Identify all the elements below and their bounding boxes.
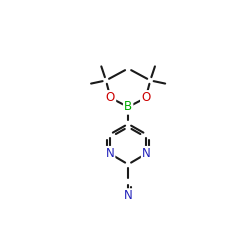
Text: N: N [106, 147, 114, 160]
Text: O: O [106, 91, 115, 104]
Text: O: O [141, 91, 150, 104]
Text: B: B [124, 100, 132, 114]
Text: N: N [124, 190, 132, 202]
Text: N: N [142, 147, 151, 160]
